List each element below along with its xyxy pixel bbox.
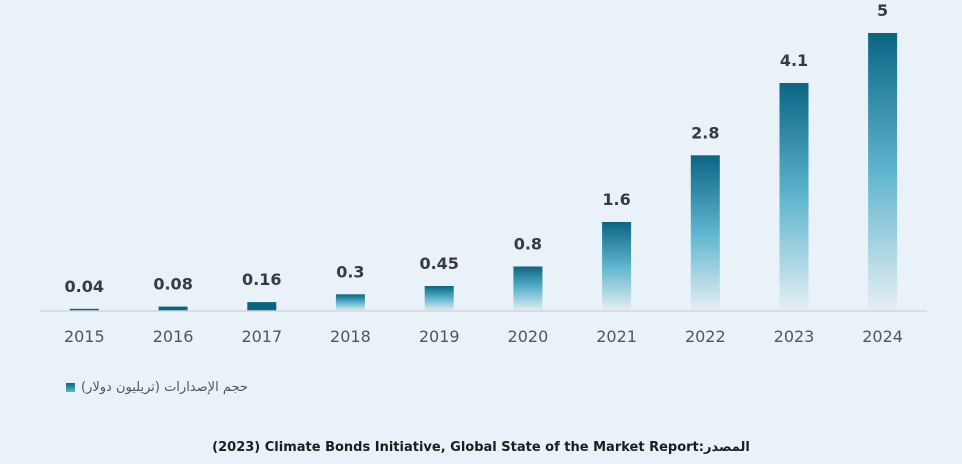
value-label-2018: 0.3 bbox=[336, 262, 364, 281]
x-tick-2017: 2017 bbox=[241, 327, 282, 346]
x-tick-2024: 2024 bbox=[862, 327, 903, 346]
legend: حجم الإصدارات (تريليون دولار) bbox=[66, 380, 248, 395]
x-tick-2023: 2023 bbox=[774, 327, 815, 346]
value-label-2024: 5 bbox=[877, 1, 888, 20]
bar-2023 bbox=[779, 83, 809, 311]
value-label-2015: 0.04 bbox=[65, 277, 104, 296]
source-note: (2023) Climate Bonds Initiative, Global … bbox=[212, 440, 750, 455]
bars-group bbox=[69, 33, 898, 311]
value-label-2021: 1.6 bbox=[602, 190, 630, 209]
value-label-2016: 0.08 bbox=[153, 275, 192, 294]
x-tick-2016: 2016 bbox=[153, 327, 194, 346]
x-tick-2019: 2019 bbox=[419, 327, 460, 346]
legend-label: حجم الإصدارات (تريليون دولار) bbox=[81, 380, 248, 395]
value-label-2020: 0.8 bbox=[514, 235, 542, 254]
bar-2021 bbox=[602, 222, 632, 311]
bar-2024 bbox=[868, 33, 898, 311]
bar-2019 bbox=[424, 286, 454, 311]
x-tick-2022: 2022 bbox=[685, 327, 726, 346]
value-label-2023: 4.1 bbox=[780, 51, 808, 70]
legend-swatch bbox=[66, 383, 75, 392]
bar-2017 bbox=[247, 302, 277, 311]
value-label-2022: 2.8 bbox=[691, 123, 719, 142]
bar-2018 bbox=[335, 294, 365, 311]
bar-2020 bbox=[513, 266, 543, 311]
value-labels-group: 0.04 0.08 0.16 0.3 0.45 0.8 1.6 2.8 4.1 5 bbox=[65, 1, 889, 296]
bar-2015 bbox=[69, 308, 99, 311]
x-tick-2018: 2018 bbox=[330, 327, 371, 346]
value-label-2019: 0.45 bbox=[419, 254, 458, 273]
x-tick-2020: 2020 bbox=[508, 327, 549, 346]
x-tick-labels-group: 2015 2016 2017 2018 2019 2020 2021 2022 2023 2024 bbox=[64, 327, 903, 346]
x-tick-2021: 2021 bbox=[596, 327, 637, 346]
bar-2022 bbox=[690, 155, 720, 311]
x-tick-2015: 2015 bbox=[64, 327, 105, 346]
value-label-2017: 0.16 bbox=[242, 270, 281, 289]
bar-2016 bbox=[158, 306, 188, 311]
bar-chart: 0.04 0.08 0.16 0.3 0.450.81.62.84.15 2015 201… bbox=[40, 1, 927, 346]
